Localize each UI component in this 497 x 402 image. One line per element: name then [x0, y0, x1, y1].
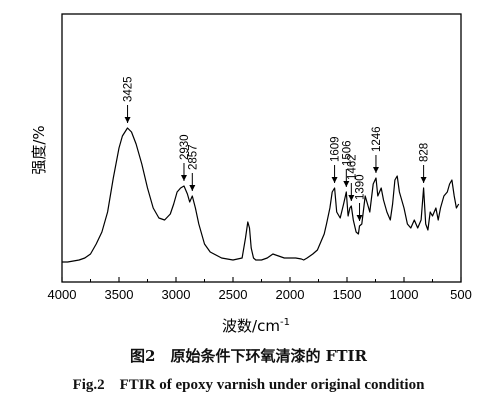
annotation-arrowhead — [348, 195, 355, 201]
x-tick-label: 1500 — [333, 287, 362, 302]
annotation-label: 1462 — [346, 154, 358, 180]
x-tick-label: 2000 — [276, 287, 305, 302]
x-axis-ticks: 4000 3500 3000 2500 2000 1500 1000 500 — [48, 277, 472, 302]
y-axis-label: 强度/% — [30, 125, 48, 174]
annotation-arrowhead — [124, 117, 131, 123]
annotation-arrowhead — [180, 175, 187, 181]
annotation-label: 1246 — [371, 126, 383, 152]
annotation-label: 1609 — [330, 136, 342, 162]
x-tick-label: 4000 — [48, 287, 77, 302]
annotation-label: 3425 — [123, 76, 135, 102]
annotation-arrowhead — [343, 181, 350, 187]
figure-caption-zh: 图2 原始条件下环氧清漆的 FTIR — [130, 347, 367, 365]
x-axis-label: 波数/cm-1 — [222, 317, 290, 335]
x-tick-label: 3000 — [162, 287, 191, 302]
annotation-label: 1390 — [355, 174, 367, 200]
figure-caption-en: Fig.2 FTIR of epoxy varnish under origin… — [72, 377, 425, 393]
x-tick-label: 3500 — [105, 287, 134, 302]
annotation-arrowhead — [331, 177, 338, 183]
x-tick-label: 500 — [450, 287, 472, 302]
annotation-arrowhead — [356, 215, 363, 221]
annotation-label: 2930 — [179, 134, 191, 160]
annotation-label: 828 — [419, 143, 431, 162]
annotation-label: 1506 — [341, 140, 353, 166]
plot-frame — [61, 13, 462, 283]
spectrum-series — [62, 127, 460, 263]
annotation-label: 2857 — [187, 144, 199, 170]
ftir-chart: 4000 3500 3000 2500 2000 1500 1000 500 3425 2930… — [30, 13, 472, 335]
x-tick-label: 1000 — [390, 287, 419, 302]
annotation-arrowhead — [420, 177, 427, 183]
annotation-arrowhead — [372, 167, 379, 173]
annotation-arrowhead — [189, 185, 196, 191]
x-tick-label: 2500 — [219, 287, 248, 302]
spectrum-line — [62, 127, 460, 263]
